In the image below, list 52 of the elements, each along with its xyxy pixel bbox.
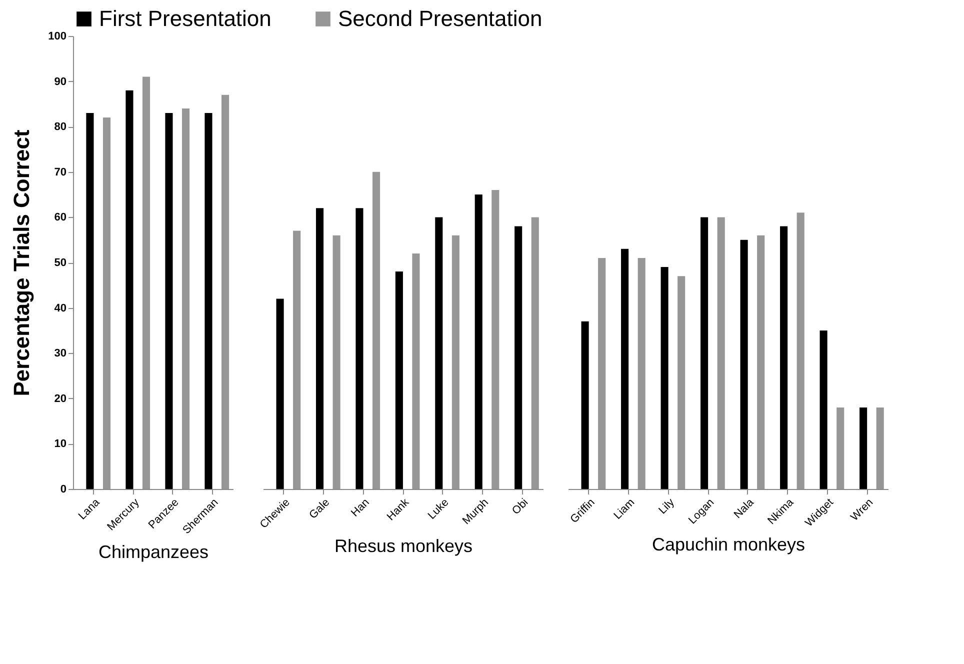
x-axis-title: Capuchin monkeys <box>652 534 806 554</box>
bar <box>412 253 420 489</box>
bar <box>492 190 500 489</box>
bar <box>780 226 788 489</box>
y-tick-label: 90 <box>54 76 66 88</box>
bar <box>876 407 884 489</box>
x-tick-label: Han <box>349 496 372 520</box>
bar <box>638 258 646 489</box>
y-tick-label: 20 <box>54 392 66 405</box>
bar <box>395 272 403 489</box>
bar <box>435 217 443 489</box>
bar <box>700 217 708 489</box>
y-tick-label: 50 <box>54 257 66 269</box>
bar <box>474 194 482 489</box>
bar <box>678 276 686 489</box>
bar <box>621 248 629 489</box>
bar <box>860 407 868 489</box>
bar <box>740 240 748 489</box>
y-tick-label: 10 <box>54 438 66 450</box>
x-axis-title: Rhesus monkeys <box>334 536 473 556</box>
bar <box>356 208 364 489</box>
y-tick-label: 0 <box>60 484 66 496</box>
x-tick-label: Nala <box>732 496 757 521</box>
bar <box>276 298 284 489</box>
x-tick-label: Obi <box>510 496 531 518</box>
bar <box>717 217 725 489</box>
x-tick-label: Gale <box>307 496 332 522</box>
bar <box>332 235 340 489</box>
y-tick-label: 80 <box>54 121 66 134</box>
bar <box>293 230 301 489</box>
y-tick-label: 30 <box>54 348 66 360</box>
legend-label: First Presentation <box>99 6 272 31</box>
y-tick-label: 70 <box>54 166 66 178</box>
bar <box>796 212 804 489</box>
legend-label: Second Presentation <box>338 6 542 31</box>
bar <box>531 217 539 489</box>
y-tick-label: 40 <box>54 302 66 314</box>
x-axis-title: Chimpanzees <box>98 542 209 562</box>
bar <box>757 235 765 489</box>
bar <box>514 226 522 489</box>
bar <box>581 321 589 489</box>
bar <box>598 258 606 489</box>
bar <box>660 267 668 489</box>
bar <box>372 172 380 489</box>
bar <box>316 208 324 489</box>
y-axis-title: Percentage Trials Correct <box>9 129 34 396</box>
bar <box>452 235 460 489</box>
x-tick-label: Lily <box>656 496 678 517</box>
y-tick-label: 100 <box>48 30 66 42</box>
bar <box>836 407 844 489</box>
y-tick-label: 60 <box>54 212 66 224</box>
bar <box>820 330 828 489</box>
